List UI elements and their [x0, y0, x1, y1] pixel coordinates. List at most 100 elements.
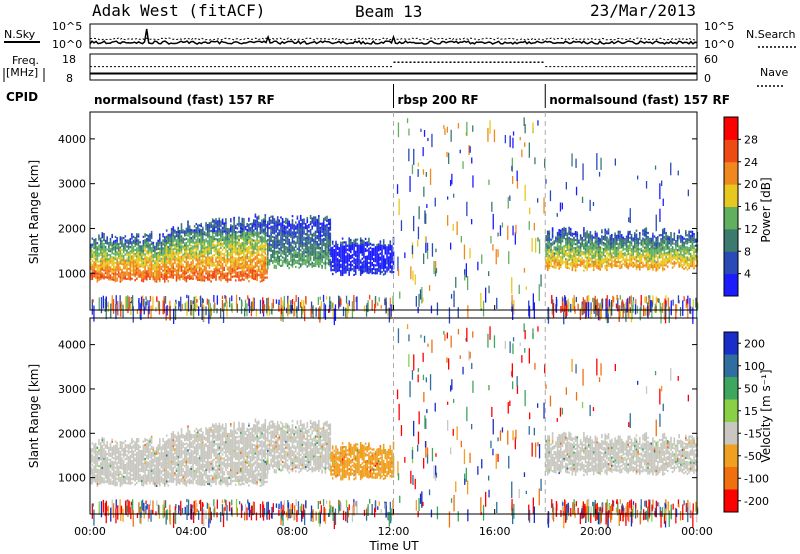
power-echo-cell	[243, 248, 245, 251]
power-echo-cell	[109, 242, 112, 245]
power-echo-cell	[211, 218, 214, 221]
power-echo-cell	[233, 226, 235, 230]
power-echo-cell	[233, 239, 235, 242]
power-echo-cell	[109, 250, 112, 253]
power-echo-cell	[314, 242, 317, 245]
power-echo-cell	[619, 244, 621, 247]
power-echo-cell	[144, 247, 146, 250]
power-echo-cell	[179, 229, 181, 233]
power-echo-cell	[546, 254, 549, 257]
power-echo-cell	[253, 253, 255, 256]
power-echo-cell	[244, 262, 247, 265]
power-echo-cell	[256, 234, 258, 237]
power-echo-cell	[239, 267, 242, 270]
power-echo-cell	[373, 247, 375, 250]
power-echo-cell	[658, 246, 661, 249]
power-echo-cell	[678, 253, 680, 256]
power-echo-cell	[581, 251, 583, 254]
power-echo-cell	[637, 241, 639, 245]
power-echo-cell	[244, 236, 247, 239]
power-echo-cell	[569, 262, 572, 265]
power-echo-cell	[142, 280, 145, 283]
power-echo-cell	[205, 234, 207, 237]
power-echo-cell	[149, 237, 151, 240]
power-echo-cell	[174, 239, 176, 242]
power-echo-cell	[607, 242, 610, 245]
power-echo-cell	[264, 214, 267, 217]
power-echo-cell	[331, 252, 334, 255]
power-echo-cell	[571, 258, 574, 261]
power-echo-cell	[113, 262, 115, 265]
power-echo-cell	[306, 251, 309, 254]
power-echo-cell	[174, 257, 176, 260]
power-echo-cell	[596, 240, 598, 243]
power-echo-cell	[280, 240, 282, 243]
power-echo-cell	[327, 253, 330, 256]
power-echo-cell	[343, 255, 345, 258]
power-echo-cell	[361, 247, 364, 250]
power-echo-cell	[568, 230, 570, 233]
power-echo-cell	[241, 252, 244, 255]
power-echo-cell	[596, 252, 598, 255]
power-echo-cell	[198, 264, 201, 267]
power-echo-cell	[150, 257, 153, 260]
power-echo-cell	[291, 265, 294, 268]
power-echo-cell	[356, 266, 359, 269]
power-echo-cell	[322, 227, 325, 231]
power-echo-cell	[262, 258, 265, 261]
power-echo-cell	[597, 265, 600, 268]
power-echo-cell	[640, 241, 643, 244]
power-echo-cell	[149, 233, 151, 236]
power-echo-cell	[556, 239, 559, 242]
power-echo-cell	[288, 262, 290, 266]
power-echo-cell	[301, 227, 304, 230]
power-echo-cell	[648, 249, 651, 252]
power-echo-cell	[180, 251, 183, 254]
power-echo-cell	[106, 274, 108, 277]
power-echo-cell	[351, 244, 354, 247]
power-echo-cell	[389, 254, 392, 257]
power-echo-cell	[195, 239, 198, 242]
power-echo-cell	[205, 256, 207, 259]
power-echo-cell	[368, 269, 370, 273]
power-echo-cell	[238, 242, 240, 245]
power-echo-cell	[160, 259, 163, 262]
power-echo-cell	[563, 249, 565, 252]
power-echo-cell	[681, 246, 684, 249]
power-echo-cell	[318, 253, 320, 256]
power-echo-cell	[215, 244, 217, 247]
power-echo-cell	[132, 257, 135, 261]
power-echo-cell	[101, 240, 104, 243]
power-echo-cell	[382, 247, 385, 250]
power-echo-cell	[259, 222, 262, 225]
power-echo-cell	[324, 224, 327, 227]
power-echo-cell	[625, 255, 628, 258]
power-echo-cell	[187, 276, 189, 280]
power-echo-cell	[202, 230, 204, 233]
power-echo-cell	[220, 232, 222, 235]
power-echo-cell	[676, 245, 679, 248]
power-echo-cell	[210, 225, 212, 229]
power-echo-cell	[387, 266, 390, 269]
power-echo-cell	[94, 252, 97, 255]
power-echo-cell	[382, 263, 385, 266]
power-echo-cell	[257, 235, 260, 238]
power-echo-cell	[343, 269, 345, 272]
power-echo-cell	[278, 223, 281, 226]
power-echo-cell	[561, 262, 564, 265]
power-echo-cell	[551, 243, 554, 246]
power-echo-cell	[653, 263, 656, 266]
power-echo-cell	[586, 240, 588, 243]
power-echo-cell	[358, 246, 360, 249]
power-echo-cell	[688, 265, 690, 268]
power-echo-cell	[94, 238, 97, 241]
power-echo-cell	[182, 253, 184, 256]
power-echo-cell	[126, 239, 128, 242]
power-echo-cell	[298, 256, 300, 259]
power-echo-cell	[216, 228, 219, 231]
power-echo-cell	[340, 243, 342, 246]
power-echo-cell	[96, 276, 99, 279]
power-echo-cell	[642, 251, 644, 254]
power-echo-cell	[94, 276, 97, 279]
power-echo-cell	[615, 234, 618, 237]
